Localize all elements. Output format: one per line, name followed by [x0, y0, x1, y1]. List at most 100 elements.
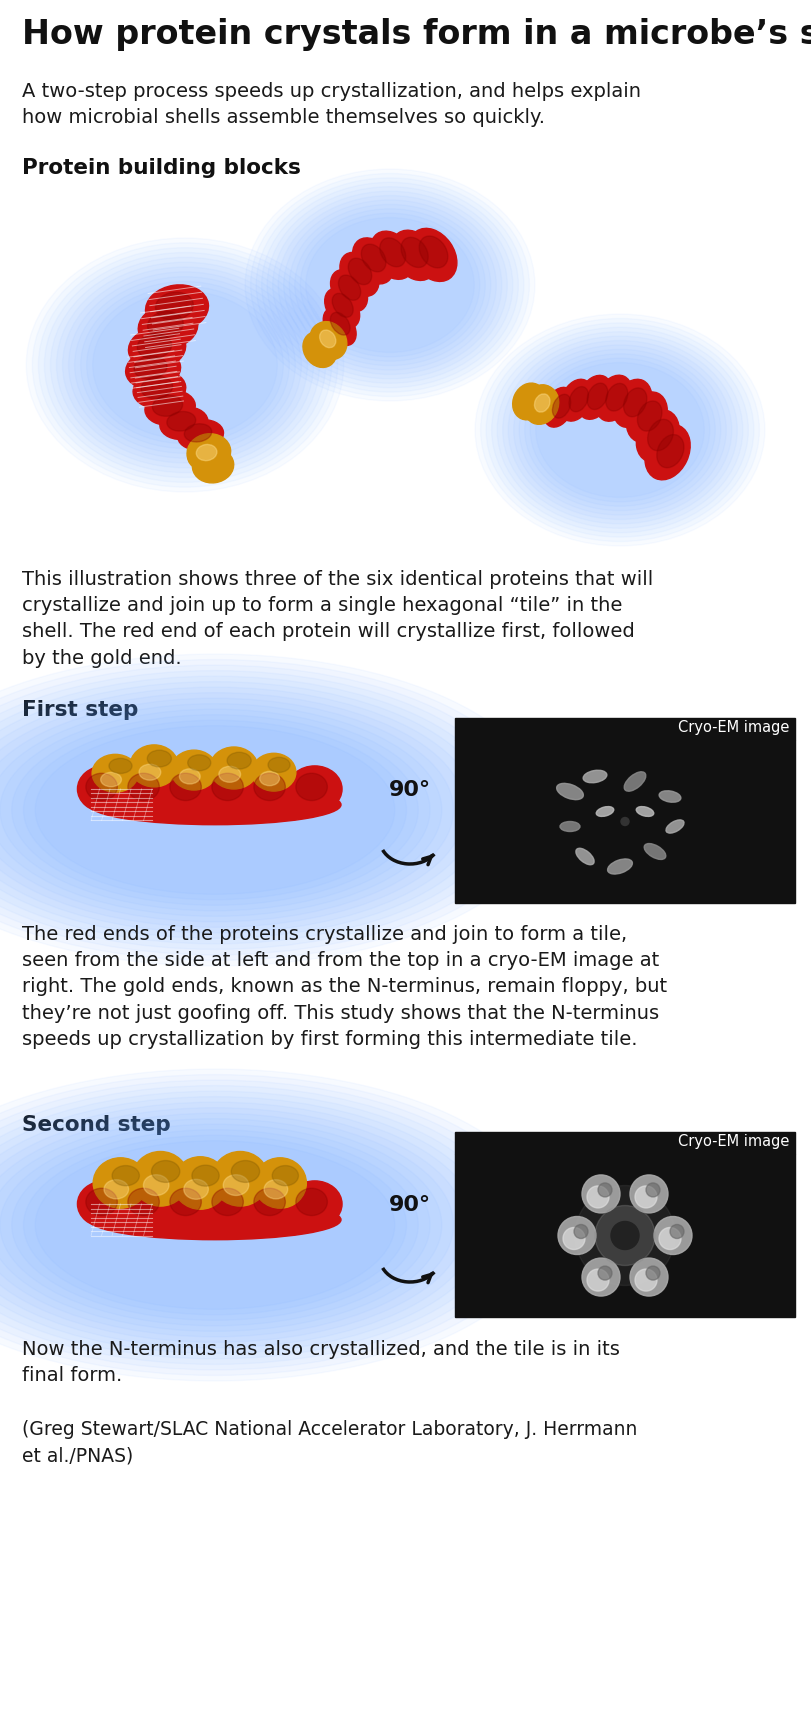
Ellipse shape: [569, 387, 588, 411]
Text: Cryo-EM image: Cryo-EM image: [677, 1135, 788, 1149]
Ellipse shape: [562, 1227, 584, 1249]
Ellipse shape: [409, 229, 457, 281]
Ellipse shape: [523, 385, 558, 425]
Ellipse shape: [577, 375, 611, 420]
Ellipse shape: [543, 387, 573, 427]
Ellipse shape: [254, 1188, 285, 1216]
Ellipse shape: [597, 1267, 611, 1280]
Ellipse shape: [268, 756, 290, 772]
Ellipse shape: [560, 821, 579, 831]
Ellipse shape: [629, 1258, 667, 1296]
Ellipse shape: [610, 1221, 638, 1249]
Ellipse shape: [169, 1188, 201, 1216]
Ellipse shape: [178, 420, 223, 449]
Ellipse shape: [557, 1216, 595, 1254]
Ellipse shape: [160, 408, 208, 439]
Ellipse shape: [227, 753, 251, 769]
Ellipse shape: [303, 331, 337, 368]
Ellipse shape: [191, 1166, 219, 1187]
Ellipse shape: [112, 1166, 139, 1185]
Ellipse shape: [254, 774, 285, 800]
Ellipse shape: [109, 758, 132, 774]
Ellipse shape: [89, 1201, 341, 1241]
Ellipse shape: [626, 392, 667, 442]
Ellipse shape: [254, 1157, 306, 1208]
Ellipse shape: [620, 817, 629, 826]
Ellipse shape: [93, 1157, 148, 1208]
Ellipse shape: [634, 1187, 656, 1208]
Ellipse shape: [187, 439, 226, 470]
Ellipse shape: [605, 383, 627, 411]
Ellipse shape: [148, 312, 183, 338]
Text: A two-step process speeds up crystallization, and helps explain
how microbial sh: A two-step process speeds up crystalliza…: [22, 82, 640, 127]
Ellipse shape: [361, 245, 385, 272]
Ellipse shape: [141, 376, 173, 399]
Ellipse shape: [597, 1183, 611, 1197]
Ellipse shape: [260, 772, 279, 786]
Ellipse shape: [137, 333, 171, 359]
Ellipse shape: [586, 1268, 608, 1291]
Ellipse shape: [595, 375, 632, 422]
Ellipse shape: [138, 305, 198, 349]
Ellipse shape: [586, 383, 607, 409]
Ellipse shape: [212, 1152, 268, 1206]
Ellipse shape: [167, 411, 195, 430]
Ellipse shape: [212, 1188, 243, 1216]
Ellipse shape: [595, 807, 613, 817]
Ellipse shape: [192, 448, 234, 482]
Text: 90°: 90°: [388, 781, 431, 800]
Ellipse shape: [144, 1175, 169, 1195]
Ellipse shape: [161, 765, 216, 812]
Ellipse shape: [665, 821, 683, 833]
Ellipse shape: [330, 312, 350, 335]
Ellipse shape: [534, 394, 549, 413]
Ellipse shape: [126, 350, 180, 389]
Ellipse shape: [418, 236, 448, 267]
Ellipse shape: [643, 843, 665, 859]
Ellipse shape: [170, 750, 217, 789]
Ellipse shape: [133, 371, 186, 408]
Ellipse shape: [624, 772, 645, 791]
Ellipse shape: [332, 293, 353, 318]
Ellipse shape: [330, 269, 367, 312]
Ellipse shape: [77, 1182, 132, 1227]
Ellipse shape: [512, 383, 545, 420]
Ellipse shape: [147, 750, 171, 767]
Ellipse shape: [152, 396, 182, 416]
Ellipse shape: [130, 744, 178, 788]
Ellipse shape: [623, 389, 646, 416]
Ellipse shape: [184, 423, 212, 442]
Ellipse shape: [132, 1152, 188, 1206]
Ellipse shape: [559, 380, 591, 422]
Ellipse shape: [656, 434, 683, 468]
Ellipse shape: [92, 755, 138, 793]
Ellipse shape: [104, 1180, 128, 1199]
Ellipse shape: [287, 765, 341, 812]
Ellipse shape: [629, 1175, 667, 1213]
Ellipse shape: [646, 1183, 659, 1197]
Ellipse shape: [264, 1180, 287, 1199]
Ellipse shape: [575, 848, 594, 864]
Ellipse shape: [77, 765, 132, 812]
Ellipse shape: [634, 1268, 656, 1291]
Bar: [454, 1154, 794, 1317]
Text: Second step: Second step: [22, 1116, 170, 1135]
Ellipse shape: [128, 328, 186, 370]
Ellipse shape: [89, 784, 341, 824]
Bar: [454, 718, 794, 741]
Ellipse shape: [231, 1161, 260, 1182]
Ellipse shape: [574, 1185, 674, 1286]
Text: How protein crystals form in a microbe’s shell: How protein crystals form in a microbe’s…: [22, 17, 811, 50]
Ellipse shape: [310, 323, 341, 357]
Ellipse shape: [659, 1227, 680, 1249]
Text: Protein building blocks: Protein building blocks: [22, 158, 301, 179]
Text: 90°: 90°: [388, 1195, 431, 1214]
Ellipse shape: [637, 401, 661, 430]
Ellipse shape: [295, 774, 327, 800]
Ellipse shape: [223, 1175, 248, 1195]
Ellipse shape: [581, 1258, 620, 1296]
Ellipse shape: [204, 1182, 258, 1227]
Ellipse shape: [352, 238, 393, 285]
Ellipse shape: [659, 791, 680, 802]
Ellipse shape: [612, 380, 651, 427]
